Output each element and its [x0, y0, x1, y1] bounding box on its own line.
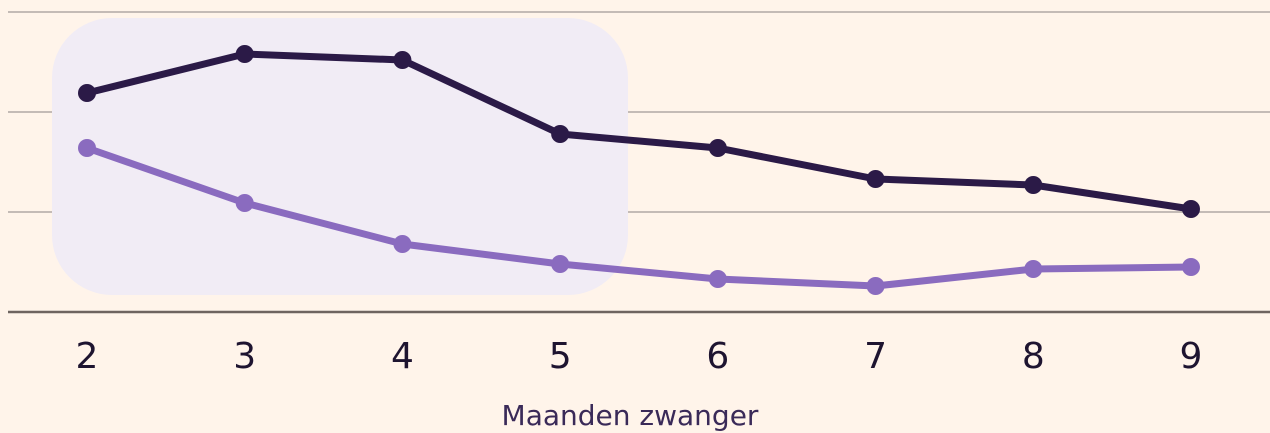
x-tick-label: 9: [1180, 336, 1203, 377]
data-point: [708, 270, 727, 288]
x-tick-label: 2: [76, 336, 99, 377]
x-tick-label: 5: [549, 336, 572, 377]
x-tick-label: 8: [1022, 336, 1045, 377]
data-point: [551, 125, 570, 143]
data-point: [235, 45, 254, 63]
data-point: [1024, 176, 1043, 194]
x-tick-label: 4: [391, 336, 414, 377]
x-axis-label: Maanden zwanger: [502, 399, 759, 432]
data-point: [78, 139, 96, 157]
data-point: [866, 277, 885, 295]
x-tick-label: 7: [864, 336, 887, 377]
data-point: [393, 235, 412, 253]
data-point: [866, 170, 885, 188]
series-line: [85, 144, 1192, 290]
series-line: [86, 50, 1192, 213]
data-point: [1182, 200, 1200, 218]
data-point: [1182, 258, 1200, 276]
data-point: [708, 139, 727, 157]
data-point: [393, 51, 412, 69]
x-tick-label: 6: [706, 336, 729, 377]
x-tick-label: 3: [233, 336, 256, 377]
data-point: [1024, 260, 1043, 278]
data-point: [551, 255, 570, 273]
data-point: [78, 84, 96, 102]
data-point: [235, 194, 254, 212]
highlight-region: [52, 18, 628, 295]
